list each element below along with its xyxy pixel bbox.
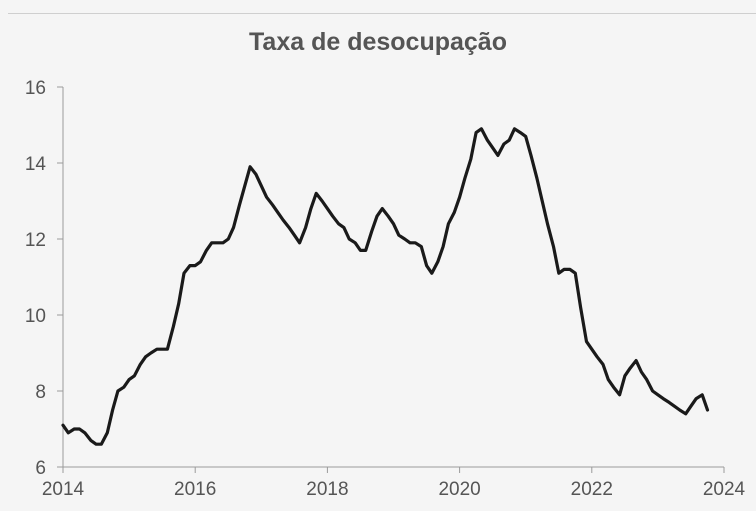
x-tick-label: 2014: [42, 479, 85, 500]
x-tick-label: 2024: [703, 479, 746, 500]
y-tick-label: 16: [25, 78, 46, 99]
series-line: [61, 127, 710, 446]
y-tick-label: 10: [25, 306, 46, 327]
x-tick-label: 2018: [306, 479, 348, 500]
x-tick-label: 2022: [571, 479, 613, 500]
x-tick-label: 2020: [438, 479, 480, 500]
y-tick-label: 6: [35, 458, 46, 479]
top-divider: [8, 13, 756, 14]
x-tick-label: 2016: [174, 479, 216, 500]
y-tick-label: 12: [25, 230, 46, 251]
chart-title: Taxa de desocupação: [249, 28, 507, 56]
y-tick-label: 8: [35, 382, 46, 403]
y-tick-label: 14: [25, 154, 47, 175]
